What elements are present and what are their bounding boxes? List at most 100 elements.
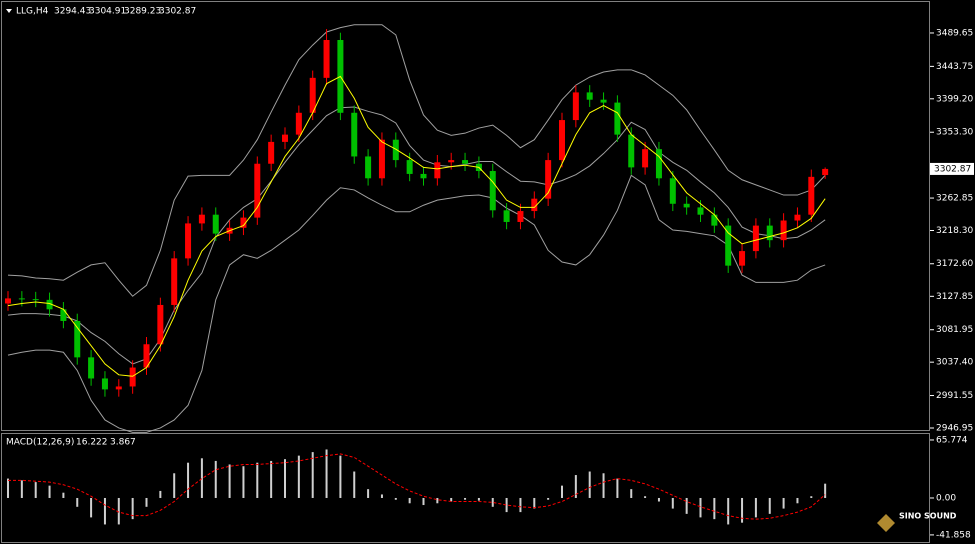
low: 3289.23	[124, 7, 161, 17]
candle-body	[780, 220, 787, 241]
macd-bar	[20, 480, 23, 498]
menu-arrow[interactable]	[6, 9, 12, 13]
macd-bar	[214, 460, 217, 498]
signal-value: 3.867	[110, 438, 136, 448]
candle-body	[545, 160, 552, 199]
candle-body	[60, 309, 67, 321]
candle-body	[88, 357, 95, 379]
macd-value: 16.222	[76, 438, 108, 448]
candle-body	[254, 163, 261, 218]
macd-bar	[644, 496, 647, 498]
candle-body	[572, 92, 579, 121]
candle-body	[212, 214, 219, 234]
macd-bar	[699, 497, 702, 518]
macd-bar	[477, 497, 480, 501]
candle-body	[766, 225, 773, 241]
candle-body	[295, 112, 302, 135]
macd-bar	[741, 497, 744, 523]
candle-body	[420, 173, 427, 179]
moving-average	[7, 75, 826, 377]
macd-bar	[339, 455, 342, 498]
candle-body	[351, 112, 358, 157]
macd-bar	[422, 497, 425, 506]
y-tick-label: 0.00	[936, 493, 956, 503]
macd-bar	[824, 483, 827, 498]
macd-bar	[34, 482, 37, 498]
candle-body	[822, 168, 829, 176]
candle-body	[309, 77, 316, 113]
logo: SINO SOUND	[899, 512, 957, 521]
y-tick-label: 3127.85	[936, 292, 973, 302]
candle-body	[101, 378, 108, 390]
macd-bar	[671, 497, 674, 509]
y-tick-label: -41.858	[936, 530, 971, 540]
candle-body	[531, 198, 538, 212]
candle-body	[378, 139, 385, 179]
macd-bar	[602, 473, 605, 498]
macd-bar	[796, 497, 799, 504]
candle-body	[697, 207, 704, 215]
candle-body	[268, 141, 275, 164]
candle-body	[794, 214, 801, 221]
y-tick-label: 2991.55	[936, 391, 973, 401]
y-tick-label: 3081.95	[936, 325, 973, 335]
macd-bar	[394, 497, 397, 500]
macd-bar	[436, 497, 439, 504]
macd-bar	[464, 497, 467, 500]
macd-bar	[187, 462, 190, 498]
y-tick-label: 2946.95	[936, 423, 973, 433]
macd-bar	[533, 497, 536, 509]
macd-bar	[48, 485, 51, 498]
macd-bar	[561, 485, 563, 498]
candle-body	[240, 217, 247, 228]
macd-bar	[657, 497, 660, 502]
macd-bar	[325, 449, 328, 498]
macd-bar	[117, 497, 120, 525]
signal-line	[8, 453, 826, 520]
y-tick-label: 3172.60	[936, 259, 973, 269]
macd-bar	[270, 460, 273, 498]
macd-bar	[103, 497, 106, 525]
candle-body	[171, 258, 178, 305]
close: 3302.87	[159, 7, 196, 17]
candle-body	[559, 120, 565, 161]
bollinger-middle	[7, 106, 826, 365]
macd-bar	[810, 496, 813, 498]
candle-body	[129, 367, 136, 387]
candle-body	[323, 39, 330, 78]
y-tick-label: 3353.30	[936, 128, 973, 138]
high: 3304.91	[89, 7, 126, 17]
macd-bar	[782, 497, 785, 509]
macd-bar	[76, 497, 79, 507]
macd-bar	[685, 497, 688, 514]
candle-body	[282, 134, 288, 142]
candle-body	[489, 171, 496, 211]
candle-body	[462, 160, 469, 164]
bollinger-lower	[7, 174, 826, 433]
y-tick-label: 3443.75	[936, 62, 973, 72]
candle-body	[365, 156, 372, 179]
macd-bar	[173, 473, 176, 498]
candle-body	[600, 99, 607, 103]
candle-body	[448, 160, 455, 163]
candle-body	[628, 134, 635, 168]
candle-body	[18, 298, 25, 300]
y-tick-label: 3037.40	[936, 358, 973, 368]
macd-bar	[200, 458, 203, 498]
candle-body	[517, 211, 524, 222]
macd-bar	[311, 452, 314, 498]
macd-panel	[1, 433, 930, 543]
macd-bar	[145, 497, 148, 507]
y-tick-label: 3262.85	[936, 194, 973, 204]
candle-body	[5, 298, 11, 304]
open: 3294.43	[54, 7, 91, 17]
macd-bar	[7, 478, 9, 498]
candle-body	[739, 251, 746, 266]
macd-bar	[768, 497, 771, 514]
price-label-box	[930, 162, 974, 175]
macd-bar	[242, 466, 245, 498]
candle-body	[503, 210, 510, 222]
macd-bar	[630, 489, 633, 498]
